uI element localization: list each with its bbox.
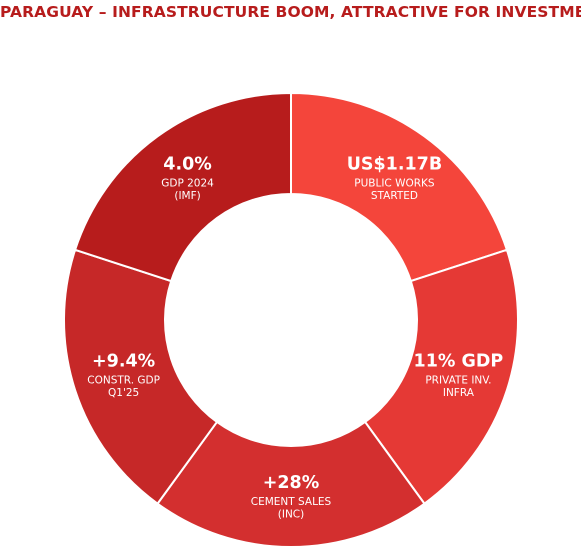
segment-label-group-2: 11% GDP PRIVATE INV.INFRA (414, 351, 504, 399)
segment-category-label: CEMENT SALES (251, 496, 332, 508)
donut-segment-4 (63, 248, 219, 506)
chart-title: PARAGUAY – INFRASTRUCTURE BOOM, ATTRACTI… (0, 3, 581, 21)
segment-category-label: PUBLIC WORKS (354, 178, 435, 190)
donut-segment-2 (363, 248, 519, 506)
segment-value-label: US$1.17B (347, 155, 443, 175)
donut-segment-3 (156, 420, 426, 548)
segment-category-label: PRIVATE INV. (425, 374, 491, 386)
donut-segment-5 (73, 91, 292, 283)
donut-segment-1 (290, 91, 509, 283)
segment-category-label: INFRA (443, 387, 475, 399)
segment-category-label: Q1'25 (108, 387, 139, 399)
segment-value-label: +28% (263, 473, 320, 493)
segment-category-label: GDP 2024 (161, 178, 214, 190)
segment-category-label: (IMF) (174, 190, 200, 202)
segment-label-group-3: +28% CEMENT SALES(INC) (251, 473, 332, 521)
segment-value-label: 4.0% (163, 155, 212, 175)
segment-category-label: CONSTR. GDP (87, 374, 160, 386)
segment-value-label: +9.4% (92, 351, 155, 371)
segment-category-label: (INC) (278, 509, 304, 521)
segment-value-label: 11% GDP (414, 351, 504, 371)
segment-category-label: STARTED (371, 190, 418, 202)
segment-label-group-5: 4.0% GDP 2024(IMF) (161, 155, 214, 203)
